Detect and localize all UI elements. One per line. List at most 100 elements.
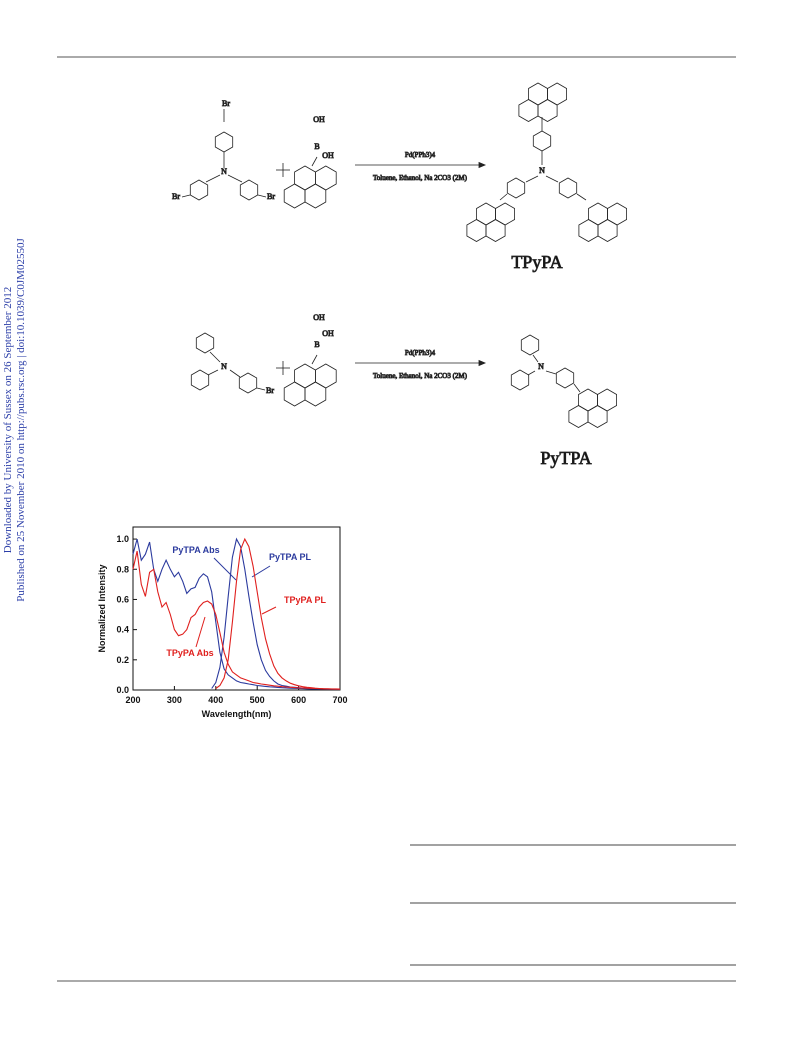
ring	[558, 177, 578, 199]
y-tick-label: 0.0	[116, 685, 129, 695]
ring	[294, 165, 316, 191]
ring	[520, 334, 540, 356]
ring	[239, 179, 259, 201]
publish-note: Published on 25 November 2010 on http://…	[15, 238, 27, 602]
bond	[311, 156, 318, 167]
x-tick-label: 400	[208, 695, 223, 705]
ring	[189, 179, 209, 201]
ring	[597, 219, 618, 242]
bond	[229, 369, 241, 378]
ring	[315, 363, 337, 389]
bond	[545, 175, 559, 183]
bond	[532, 354, 539, 363]
leader-line	[213, 557, 237, 581]
bond	[256, 387, 266, 391]
ring	[283, 381, 306, 407]
chem-label: B	[314, 142, 319, 151]
ring	[587, 405, 608, 428]
bond	[311, 354, 318, 365]
y-tick-label: 0.6	[116, 594, 129, 604]
chem-label: Br	[222, 99, 230, 108]
spectrum-line	[132, 550, 341, 690]
series-label: TPyPA Abs	[166, 648, 213, 658]
ring	[597, 388, 617, 412]
chem-label: OH	[313, 115, 325, 124]
bond	[209, 351, 221, 363]
y-tick-label: 0.8	[116, 564, 129, 574]
bond	[573, 383, 581, 393]
chem-label: Br	[267, 192, 275, 201]
bond	[499, 193, 508, 201]
ring	[547, 82, 567, 106]
chem-label: OH	[322, 151, 334, 160]
chem-label: Toluene, Ethanol, Na 2CO3 (2M)	[373, 174, 468, 182]
bond	[525, 175, 539, 183]
plot-frame	[132, 526, 341, 691]
table-stub	[410, 844, 736, 966]
chem-label: N	[221, 362, 227, 371]
ring	[238, 372, 258, 394]
ring	[506, 177, 526, 199]
bond	[207, 369, 219, 376]
chem-label: PyTPA	[540, 448, 591, 468]
ring	[518, 99, 539, 122]
chem-label: N	[539, 166, 545, 175]
ring	[485, 219, 506, 242]
bond	[576, 193, 587, 201]
x-tick-label: 600	[291, 695, 306, 705]
y-tick-label: 0.4	[116, 625, 129, 635]
spectrum-chart: 200 300 400 500 600 700 0.0 0.2 0.4 0.6 0.8 1.0 Wave…	[97, 526, 348, 719]
bond	[181, 194, 191, 198]
bond	[527, 370, 536, 376]
arrow-head	[478, 359, 487, 367]
ring	[214, 131, 234, 153]
chem-label: OH	[322, 329, 334, 338]
chem-label: Br	[172, 192, 180, 201]
ring	[294, 363, 316, 389]
y-tick-label: 0.2	[116, 655, 129, 665]
bond	[205, 174, 221, 183]
ring	[476, 202, 496, 226]
series-label: PyTPA Abs	[172, 545, 219, 555]
series-label: PyTPA PL	[269, 552, 312, 562]
ring	[304, 381, 327, 407]
ring	[304, 183, 327, 209]
x-tick-label: 200	[125, 695, 140, 705]
ring	[578, 219, 599, 242]
bond	[545, 370, 557, 375]
ring	[532, 130, 552, 152]
x-axis-label: Wavelength(nm)	[202, 709, 272, 719]
chem-label: TPyPA	[511, 252, 562, 272]
ring	[195, 332, 215, 354]
chem-label: Pd(PPh3)4	[405, 151, 436, 159]
chem-label: Pd(PPh3)4	[405, 349, 436, 357]
x-tick-label: 500	[250, 695, 265, 705]
x-tick-label: 700	[332, 695, 347, 705]
ring	[190, 369, 210, 391]
chem-label: Toluene, Ethanol, Na 2CO3 (2M)	[373, 372, 468, 380]
y-tick-label: 1.0	[116, 534, 129, 544]
ring	[283, 183, 306, 209]
ring	[510, 369, 530, 391]
download-note: Downloaded by University of Sussex on 26…	[2, 287, 14, 553]
ring	[588, 202, 608, 226]
leader-line	[261, 606, 277, 615]
bond	[227, 174, 243, 183]
chem-label: B	[314, 340, 319, 349]
ring	[578, 388, 598, 412]
chem-label: N	[538, 362, 544, 371]
ring	[537, 99, 558, 122]
ring	[607, 202, 627, 226]
leader-line	[195, 616, 206, 648]
chem-label: Br	[266, 386, 274, 395]
x-tick-label: 300	[167, 695, 182, 705]
ring	[466, 219, 487, 242]
y-axis-label: Normalized Intensity	[97, 564, 107, 652]
ring	[315, 165, 337, 191]
ring	[528, 82, 548, 106]
ring	[495, 202, 515, 226]
arrow-head	[478, 161, 487, 169]
chem-label: OH	[313, 313, 325, 322]
